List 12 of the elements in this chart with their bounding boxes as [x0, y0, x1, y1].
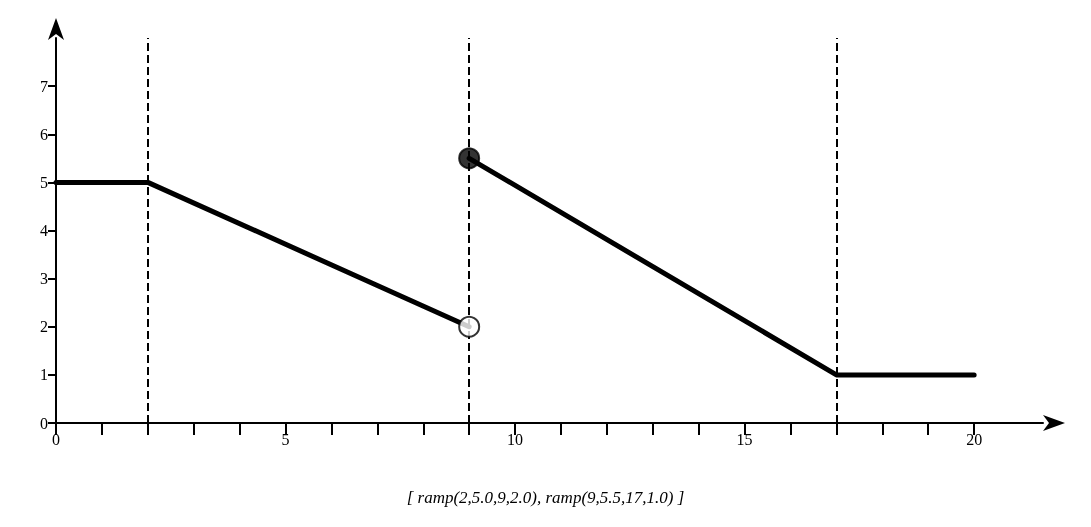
y-tick-label: 6 — [40, 125, 48, 143]
x-tick-label: 15 — [736, 430, 753, 448]
y-tick-label: 3 — [40, 270, 48, 288]
y-tick-label: 1 — [40, 366, 48, 384]
y-tick-label: 2 — [40, 318, 48, 336]
y-tick-label: 5 — [40, 173, 48, 191]
x-tick-label: 20 — [966, 430, 983, 448]
y-tick-label: 0 — [40, 414, 48, 432]
x-tick-label: 10 — [507, 430, 524, 448]
y-tick-label: 7 — [40, 77, 48, 95]
text: [ ramp(2,5.0,9,2.0), ramp(9,5.5,17,1.0) ] — [406, 488, 685, 507]
y-tick-label: 4 — [40, 222, 48, 239]
